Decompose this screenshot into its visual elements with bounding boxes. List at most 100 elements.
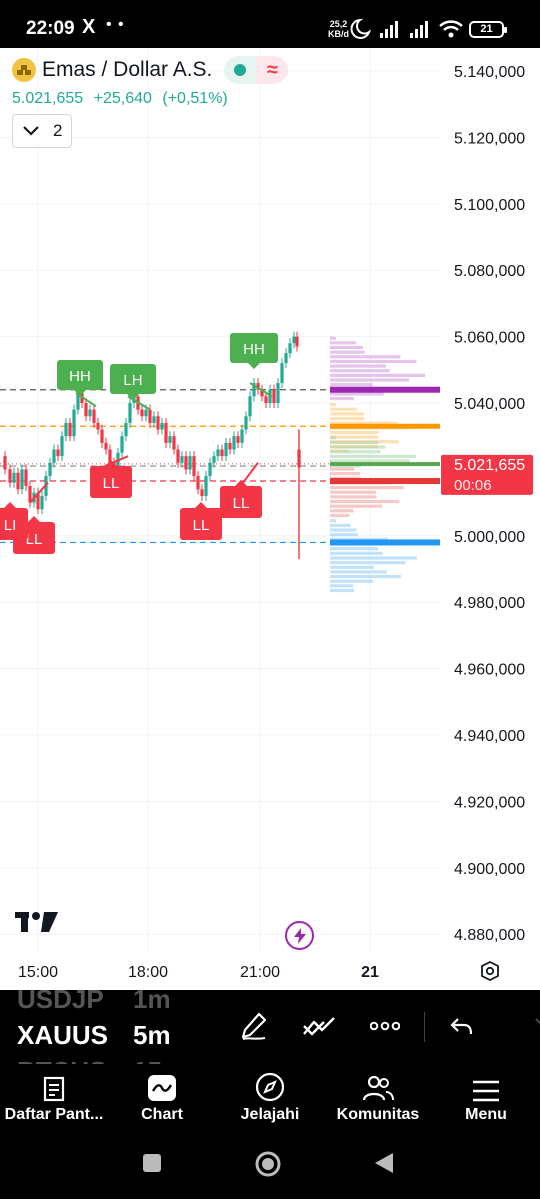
candle-body <box>160 422 164 430</box>
candle-body <box>56 449 60 457</box>
volume-profile-bar <box>330 467 355 471</box>
candle-body <box>52 449 56 463</box>
drawing-tools-button[interactable] <box>236 1008 272 1044</box>
nav-explore[interactable]: Jelajahi <box>222 1064 318 1136</box>
nav-menu[interactable]: Menu <box>446 1064 526 1136</box>
back-icon[interactable] <box>373 1152 395 1174</box>
nav-watchlist[interactable]: Daftar Pant... <box>0 1064 108 1136</box>
undo-icon <box>450 1018 473 1035</box>
volume-profile-bar <box>330 537 388 541</box>
pivot-label-ll: LL <box>220 480 262 518</box>
time-axis-label: 21 <box>361 964 379 981</box>
market-status-pill[interactable]: ≈ <box>224 56 289 84</box>
recent-apps-icon[interactable] <box>141 1152 163 1174</box>
pivot-trend-line <box>249 382 273 398</box>
pivot-label-text: LL <box>193 517 210 534</box>
candle-body <box>244 416 248 430</box>
candle-body <box>232 436 236 450</box>
volume-profile-bar <box>330 435 379 439</box>
volume-profile-bar <box>330 336 336 340</box>
indicators-button[interactable] <box>301 1008 337 1044</box>
pivot-trend-line <box>29 482 49 504</box>
volume-profile-bar <box>330 407 358 411</box>
candle-body <box>88 409 92 417</box>
interval-selected: 5m <box>133 1020 171 1050</box>
chart-area[interactable]: 5.140,000 5.120,000 5.100,000 5.080,000 5.06… <box>0 48 540 990</box>
indicator-collapse-button[interactable]: 2 <box>12 114 72 148</box>
symbol-option-interval: 1m <box>133 990 171 1014</box>
volume-profile-bar <box>330 486 404 490</box>
symbol-header: Emas / Dollar A.S. ≈ 5.021,655 +25,640 (… <box>12 56 289 108</box>
signal-icon-2 <box>410 21 428 38</box>
pivot-label-pointer <box>74 390 86 396</box>
wifi-icon <box>439 20 463 38</box>
candle-body <box>224 442 228 457</box>
bar-countdown: 00:06 <box>454 477 492 494</box>
price-axis-label: 5.120,000 <box>454 130 525 147</box>
volume-profile-bar <box>330 472 361 476</box>
volume-profile-bar <box>330 416 365 421</box>
gold-bars-icon <box>12 58 36 82</box>
volume-profile-bar <box>330 459 410 463</box>
candle-body <box>64 422 68 437</box>
candle-body <box>120 436 124 453</box>
volume-profile-bar <box>330 403 336 407</box>
nav-community[interactable]: Komunitas <box>328 1064 428 1136</box>
volume-profile-bar <box>330 561 406 565</box>
candle-body <box>48 462 52 477</box>
axis-settings-icon <box>481 960 499 982</box>
pivot-label-box <box>110 364 156 394</box>
volume-profile-bar <box>330 547 378 551</box>
price-axis-label: 4.960,000 <box>454 662 525 679</box>
last-price: 5.021,655 <box>12 90 84 107</box>
pivot-label-text: LI <box>4 517 17 534</box>
volume-profile-bar <box>330 450 381 454</box>
symbol-selected-name: XAUUS <box>17 1020 109 1050</box>
candle-body <box>228 442 232 450</box>
flash-icon[interactable] <box>285 921 314 950</box>
volume-profile-bar <box>330 579 373 583</box>
volume-profile-bar <box>330 509 354 513</box>
volume-profile-bar <box>330 513 350 518</box>
delayed-data-icon: ≈ <box>256 56 289 84</box>
volume-profile-bar <box>330 355 401 359</box>
symbol-name[interactable]: Emas / Dollar A.S. <box>42 58 213 81</box>
candle-body <box>12 472 16 483</box>
volume-profile-bar <box>330 392 384 396</box>
more-notifications-icon: • • <box>106 16 125 33</box>
redo-button[interactable] <box>514 1008 540 1044</box>
volume-profile-bar <box>330 378 410 382</box>
redo-icon <box>535 1018 540 1025</box>
nav-explore-label: Jelajahi <box>240 1106 300 1123</box>
symbol-option-interval: 15m <box>133 1056 185 1064</box>
volume-profile-bar <box>330 504 383 508</box>
volume-profile <box>330 336 440 593</box>
candle-body <box>76 393 80 410</box>
pivot-label-lh: LH <box>110 364 156 400</box>
candle-body <box>240 429 244 443</box>
home-icon[interactable] <box>254 1150 282 1178</box>
network-speed-unit: KB/d <box>328 29 349 39</box>
poc-line <box>330 386 440 393</box>
time-axis-label: 21:00 <box>240 964 280 981</box>
volume-profile-bar <box>330 350 365 354</box>
time-axis-label: 15:00 <box>18 964 58 981</box>
pivot-label-text: HH <box>243 341 265 358</box>
undo-button[interactable] <box>444 1008 480 1044</box>
candle-body <box>184 456 188 470</box>
candle-body <box>60 436 64 457</box>
community-icon <box>362 1075 394 1101</box>
volume-profile-bar <box>330 490 376 494</box>
pivot-label-ll: LL <box>90 460 132 498</box>
pivot-label-pointer <box>248 363 260 369</box>
pivot-label-box <box>57 360 103 390</box>
price-axis-label: 4.940,000 <box>454 728 525 745</box>
nav-chart[interactable]: Chart <box>116 1064 208 1136</box>
nav-watchlist-label: Daftar Pant... <box>4 1106 104 1123</box>
pivot-label-box <box>230 333 278 363</box>
volume-profile-bar <box>330 373 426 377</box>
pivot-label-li: LI <box>0 502 28 540</box>
more-options-button[interactable] <box>367 1008 403 1044</box>
price-chart[interactable]: 5.140,000 5.120,000 5.100,000 5.080,000 5.06… <box>0 48 540 990</box>
price-axis-label: 5.080,000 <box>454 263 525 280</box>
